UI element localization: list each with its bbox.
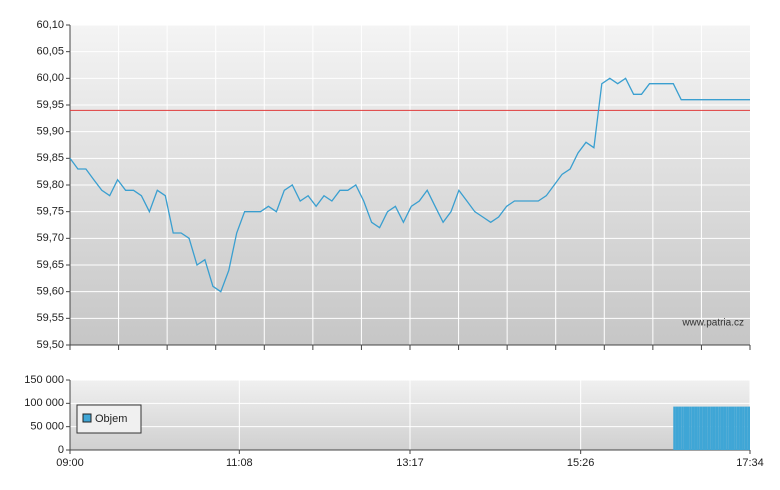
x-tick-label: 11:08 [226, 457, 253, 469]
volume-bar [744, 406, 748, 450]
y-tick-label: 59,55 [36, 312, 64, 324]
volume-bar [707, 406, 711, 450]
y-tick-label: 60,05 [36, 46, 64, 58]
legend-label: Objem [95, 413, 127, 425]
volume-bar [689, 406, 692, 450]
y-tick-label: 100 000 [24, 397, 64, 409]
volume-bar [736, 406, 740, 450]
volume-bar [673, 406, 676, 450]
volume-bar [702, 406, 706, 450]
volume-bar [734, 406, 737, 450]
volume-bar [705, 406, 708, 450]
price-line [69, 77, 750, 293]
volume-bar [710, 406, 713, 450]
y-tick-label: 60,10 [36, 19, 64, 31]
y-tick-label: 59,65 [36, 259, 64, 271]
y-tick-label: 59,80 [36, 179, 64, 191]
volume-bar [697, 406, 700, 450]
y-tick-label: 59,70 [36, 232, 64, 244]
volume-bar [742, 406, 745, 450]
y-tick-label: 59,75 [36, 206, 64, 218]
volume-bar [739, 406, 743, 450]
x-tick-label: 13:17 [396, 457, 424, 469]
volume-bar [731, 406, 735, 450]
volume-bar [675, 406, 679, 450]
y-tick-label: 59,90 [36, 126, 64, 138]
volume-bar [691, 406, 695, 450]
volume-bar [712, 406, 716, 450]
volume-bar [726, 406, 729, 450]
volume-bar [723, 406, 727, 450]
y-tick-label: 59,85 [36, 152, 64, 164]
legend-swatch [82, 413, 92, 423]
volume-bar [728, 406, 732, 450]
volume-bar [683, 406, 687, 450]
volume-bar [686, 406, 690, 450]
volume-bar [720, 406, 724, 450]
volume-bar [747, 406, 750, 450]
x-tick-label: 15:26 [567, 457, 595, 469]
y-tick-label: 150 000 [24, 374, 64, 386]
x-tick-label: 09:00 [56, 457, 84, 469]
volume-bar [718, 406, 721, 450]
y-tick-label: 60,00 [36, 72, 64, 84]
volume-bar [699, 406, 703, 450]
y-tick-label: 0 [58, 444, 64, 456]
volume-bar [678, 406, 682, 450]
y-tick-label: 59,95 [36, 99, 64, 111]
volume-bar [715, 406, 719, 450]
y-tick-label: 59,50 [36, 339, 64, 351]
x-tick-label: 17:34 [736, 457, 764, 469]
y-tick-label: 50 000 [30, 421, 64, 433]
volume-bar [694, 406, 698, 450]
watermark: www.patria.cz [681, 318, 744, 329]
y-tick-label: 59,60 [36, 286, 64, 298]
volume-bar [681, 406, 684, 450]
